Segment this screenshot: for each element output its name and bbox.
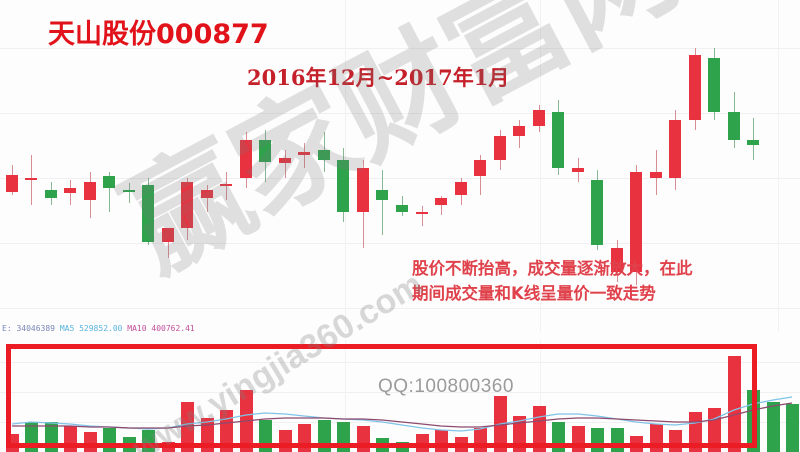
price-gridline <box>0 243 800 244</box>
candle-body <box>25 178 37 180</box>
vol-ma10-label: MA10 <box>127 324 147 333</box>
candle-wick <box>207 185 208 212</box>
candle-body <box>201 190 213 198</box>
analysis-annotation: 股价不断抬高，成交量逐渐放大，在此 期间成交量和K线呈量价一致走势 <box>412 256 693 306</box>
volume-indicator-readout: E: 34046389 MA5 529852.00 MA10 400762.41 <box>2 324 195 333</box>
candle-body <box>591 180 603 245</box>
candle-body <box>220 184 232 186</box>
vol-ma5-value: 529852.00 <box>79 324 123 333</box>
candle-body <box>240 140 252 178</box>
candle-body <box>357 168 369 212</box>
volume-bar <box>181 402 194 452</box>
candle-body <box>6 175 18 192</box>
candle-body <box>747 140 759 145</box>
candle-body <box>552 112 564 168</box>
volume-gridline <box>0 362 800 363</box>
candle-body <box>123 190 135 192</box>
volume-bar <box>786 404 799 452</box>
candle-wick <box>226 172 227 200</box>
candle-body <box>259 140 271 162</box>
candle-wick <box>109 172 110 212</box>
volume-vgridline <box>540 340 541 452</box>
volume-bar <box>220 410 233 452</box>
volume-gridline <box>0 422 800 423</box>
candle-body <box>474 160 486 176</box>
candle-body <box>533 110 545 126</box>
candle-body <box>689 55 701 120</box>
candle-body <box>396 205 408 212</box>
annotation-line-2: 期间成交量和K线呈量价一致走势 <box>412 284 656 303</box>
candle-body <box>728 112 740 140</box>
qq-contact-label: QQ:100800360 <box>378 376 514 397</box>
candle-body <box>64 188 76 193</box>
candle-body <box>142 185 154 242</box>
volume-bar <box>767 402 780 452</box>
price-gridline <box>0 178 800 179</box>
candle-wick <box>753 118 754 160</box>
volume-bar <box>728 356 741 452</box>
candle-wick <box>422 206 423 226</box>
candle-wick <box>285 150 286 178</box>
candle-body <box>181 182 193 228</box>
candle-body <box>84 182 96 200</box>
candle-body <box>162 228 174 242</box>
candle-body <box>572 168 584 172</box>
candle-wick <box>31 155 32 205</box>
candle-wick <box>382 170 383 235</box>
candle-body <box>376 190 388 200</box>
candle-body <box>611 248 623 272</box>
price-gridline <box>0 308 800 309</box>
volume-gridline <box>0 392 800 393</box>
candle-body <box>650 172 662 178</box>
candle-wick <box>168 232 169 258</box>
candle-body <box>435 198 447 205</box>
volume-ma-lines <box>11 396 793 432</box>
page-title: 天山股份000877 <box>48 19 269 50</box>
vol-ma5-label: MA5 <box>59 324 75 333</box>
price-gridline <box>0 48 800 49</box>
price-candlestick-panel <box>0 0 800 332</box>
date-range-label: 2016年12月~2017年1月 <box>247 65 510 90</box>
candle-body <box>298 152 310 155</box>
candle-wick <box>441 196 442 215</box>
candle-body <box>708 58 720 112</box>
price-gridline <box>0 113 800 114</box>
candle-body <box>494 136 506 160</box>
candle-body <box>416 212 428 214</box>
candle-body <box>337 160 349 212</box>
volume-vgridline <box>345 340 346 452</box>
candle-body <box>630 172 642 272</box>
candle-wick <box>304 143 305 168</box>
candle-body <box>279 158 291 163</box>
vol-ma10-value: 400762.41 <box>151 324 195 333</box>
vol-indicator-value: 34046389 <box>16 324 55 333</box>
candle-body <box>45 190 57 198</box>
candle-body <box>318 150 330 160</box>
candle-body <box>669 120 681 178</box>
vol-indicator-label: E: <box>2 324 12 333</box>
candle-body <box>103 176 115 188</box>
price-vgridline <box>540 0 541 332</box>
candle-wick <box>129 183 130 203</box>
candle-body <box>513 126 525 136</box>
price-vgridline <box>778 0 779 332</box>
candle-body <box>455 182 467 195</box>
annotation-line-1: 股价不断抬高，成交量逐渐放大，在此 <box>412 259 693 278</box>
